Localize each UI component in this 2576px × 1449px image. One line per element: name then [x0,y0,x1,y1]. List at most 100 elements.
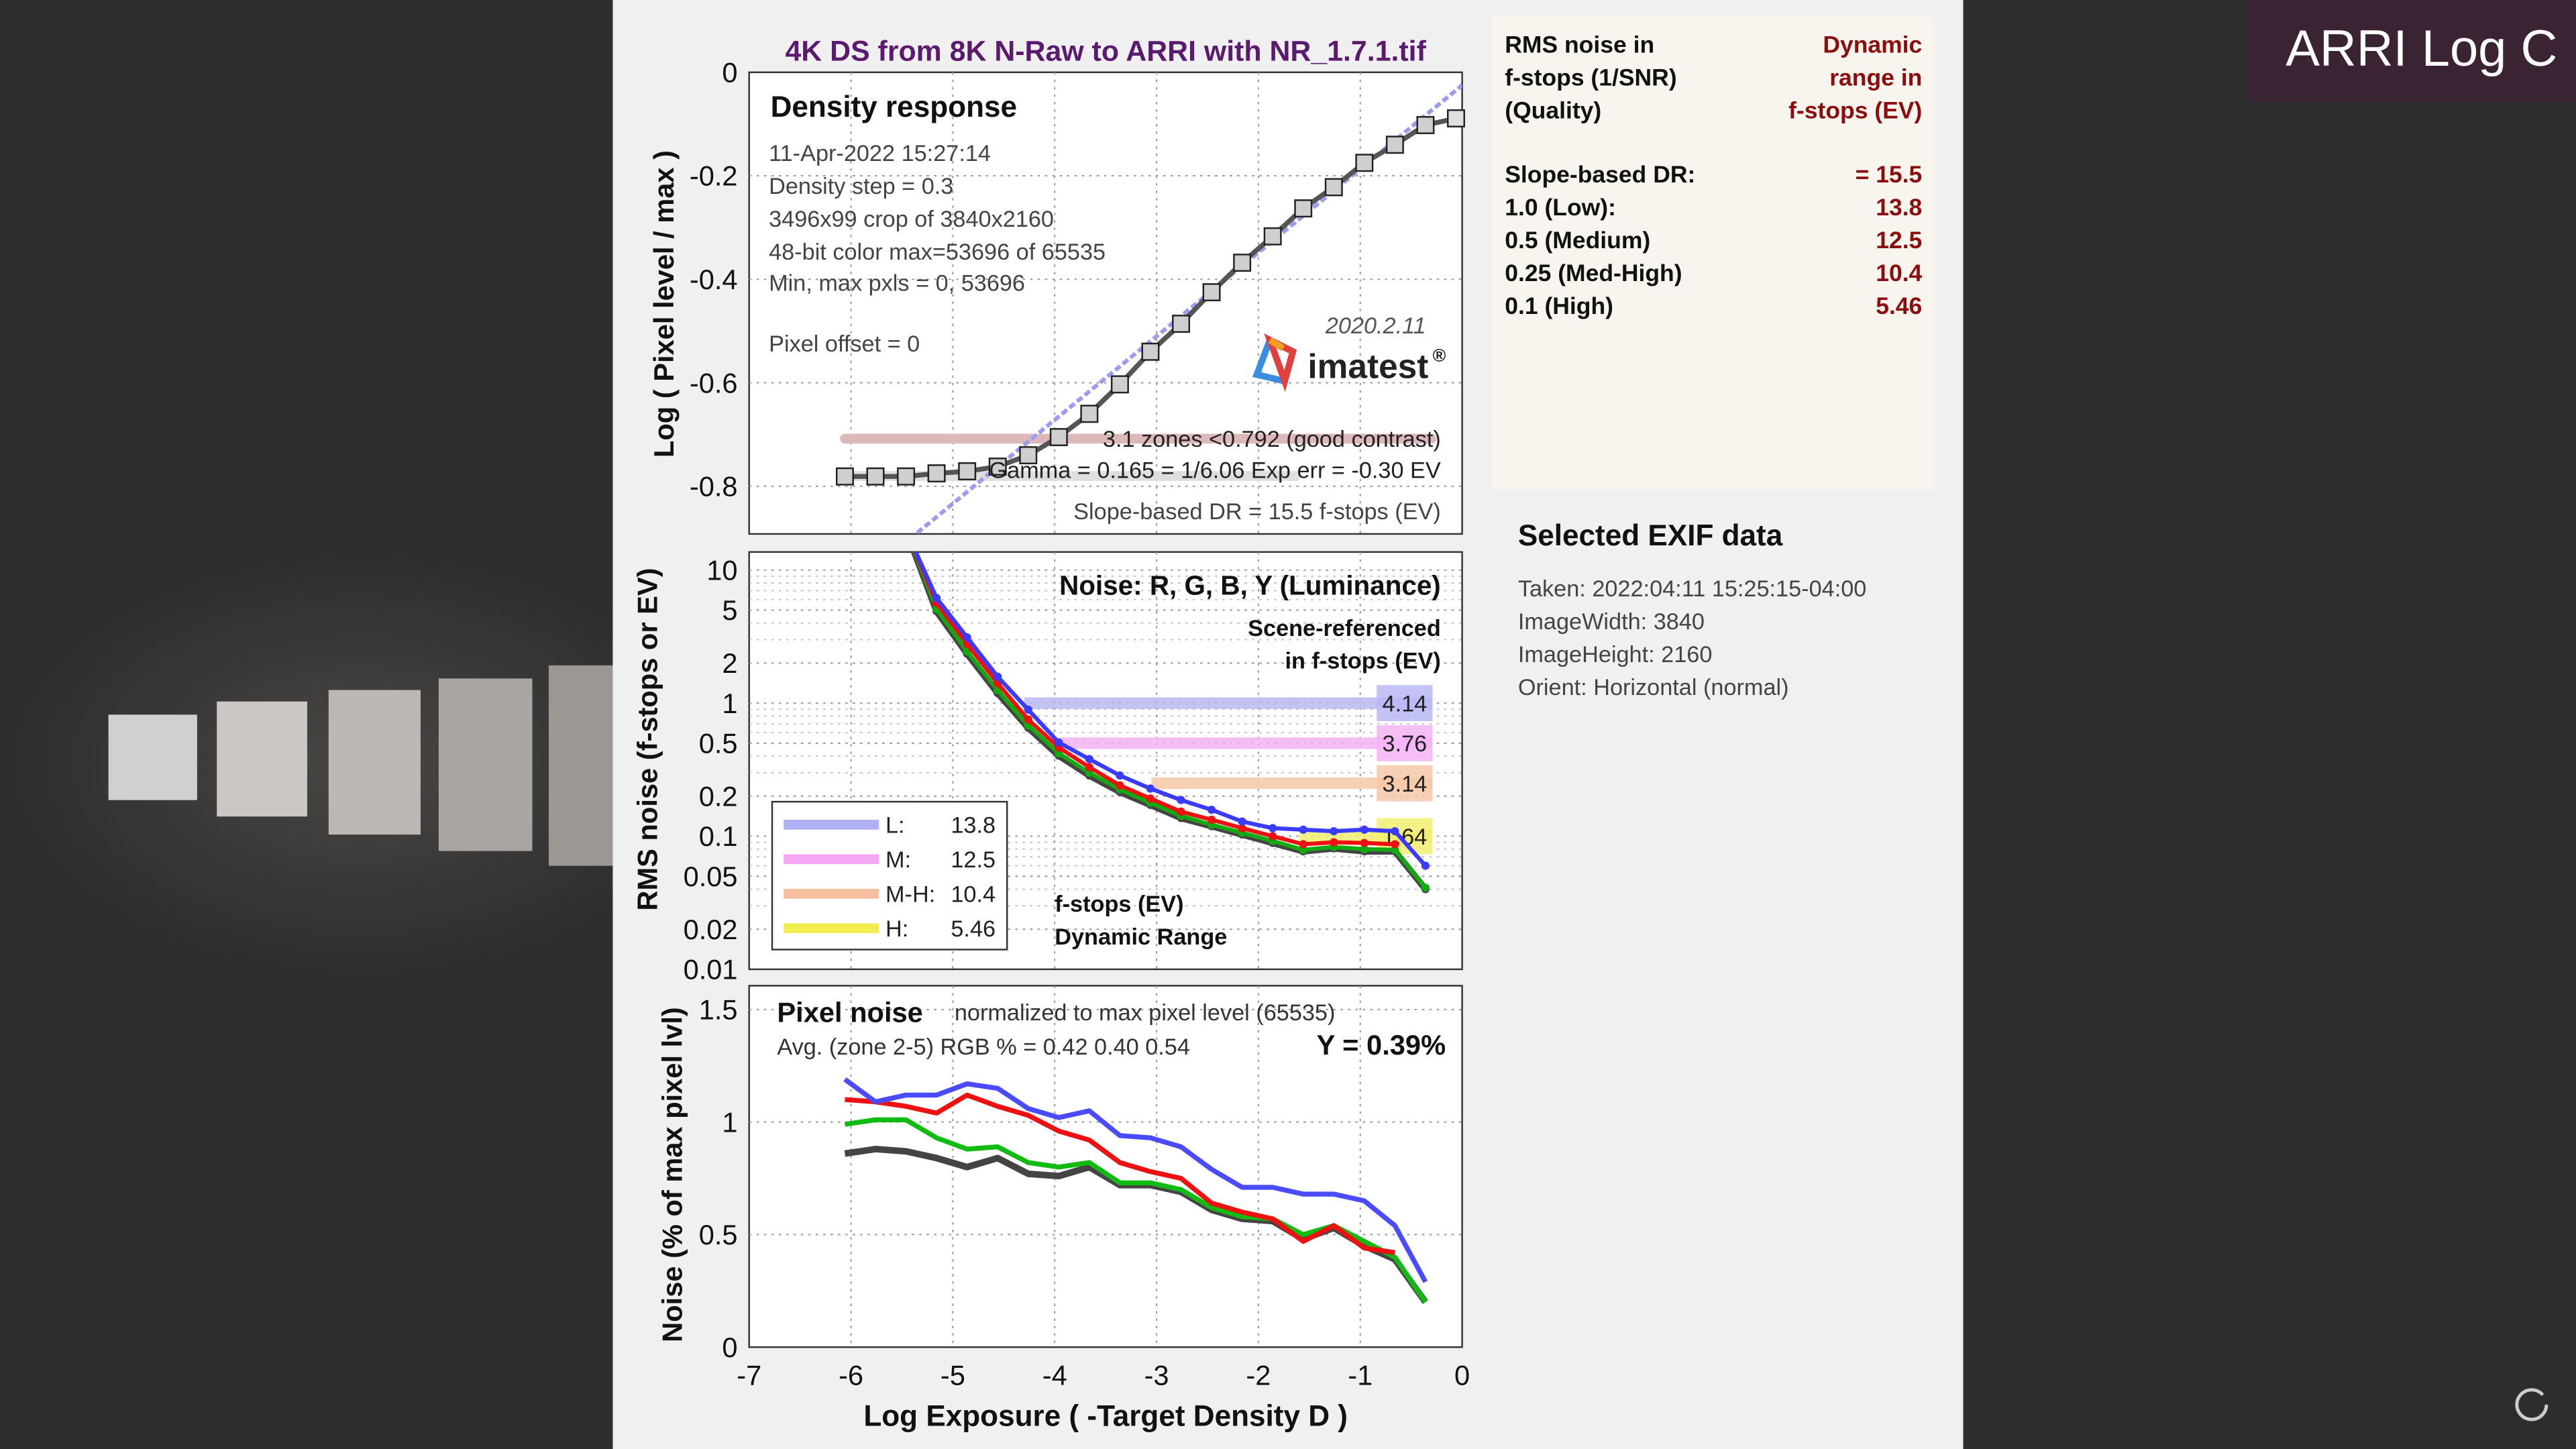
density-point [1233,254,1252,272]
noise-point [1177,807,1185,816]
imatest-logo: 2020.2.11 imatest ® [1252,313,1446,392]
y-tick-label: -0.8 [690,471,738,502]
y-tick-label: 0.5 [699,728,738,759]
noise-point [1024,705,1032,714]
threshold-label: 3.14 [1383,771,1428,797]
noise-point [994,672,1002,681]
zones-text: 3.1 zones <0.792 (good contrast) [1103,427,1441,452]
y-tick-label: -0.2 [690,160,738,192]
x-tick-label: -4 [1042,1359,1067,1391]
summary-table: RMS noise in f-stops (1/SNR) (Quality) Dyna… [1505,31,1922,319]
axis-labels: 0-0.2-0.4-0.6-0.8105210.50.20.10.050.020… [684,56,1470,1391]
threshold-label-bg [1377,724,1433,761]
density-point [1416,115,1435,134]
noise-point [1391,840,1399,849]
report-title: 4K DS from 8K N-Raw to ARRI with NR_1.7.… [785,36,1426,68]
density-point [1049,428,1068,447]
noise-point [1421,883,1430,892]
noise-point [1360,845,1368,853]
x-tick-label: -7 [737,1359,761,1391]
noise-point [1269,832,1277,841]
density-point [1447,109,1465,127]
density-point [1324,178,1343,197]
noise-legend: L: 13.8 M: 12.5 M-H: 10.4 H: 5.46 [771,800,1008,951]
density-point [866,467,885,486]
density-plot-area [748,71,1463,535]
x-axis-label: Log Exposure ( -Target Density D ) [863,1400,1348,1433]
noise-point [1421,861,1430,870]
patch [328,690,421,835]
density-annotation: 11-Apr-2022 15:27:14 [769,141,991,166]
exif-line: Taken: 2022:04:11 15:25:15-04:00 [1518,576,1867,602]
summary-row-value: 13.8 [1876,194,1922,221]
noise-point [1207,815,1216,824]
noise-series-2 [912,551,1428,890]
density-point [1294,199,1313,218]
noise-point [1330,826,1338,836]
x-tick-label: -3 [1144,1359,1169,1391]
y-tick-label: 0.01 [684,954,738,985]
y-tick-label: 2 [722,647,737,679]
density-y-label: Log ( Pixel level / max ) [648,150,680,458]
legend-value: 5.46 [951,916,996,942]
density-annotation: Min, max pxls = 0, 53696 [769,270,1025,296]
noise-point [1024,715,1032,724]
summary-row-label: Slope-based DR: [1505,161,1695,188]
threshold-label-bg [1377,685,1433,722]
noise-point [1085,755,1093,763]
threshold-label: 4.14 [1383,691,1428,716]
summary-header-left: RMS noise in [1505,31,1654,58]
summary-box [1491,16,1935,490]
exif-line: ImageWidth: 3840 [1518,609,1705,635]
summary-row-value: 10.4 [1876,260,1922,286]
x-tick-label: -1 [1348,1359,1373,1391]
legend-key: L: [885,813,905,839]
noise-subtitle-2: in f-stops (EV) [1285,649,1441,674]
patch [438,678,533,851]
y-tick-label: 0 [722,56,737,88]
y-tick-label: 1 [722,688,737,719]
summary-row-label: 0.1 (High) [1505,292,1613,319]
summary-header-right: Dynamic [1823,31,1922,58]
logo-mark: ® [1433,345,1446,366]
patch [108,714,197,800]
patch [548,665,613,866]
noise-point [1269,824,1277,833]
density-point [1263,227,1282,246]
noise-point [1299,825,1307,834]
legend-key: H: [885,916,908,942]
density-point [897,467,916,486]
overlay-badge [2247,0,2576,102]
summary-row-label: 0.5 (Medium) [1505,227,1650,254]
y-tick-label: 0.02 [684,914,738,945]
pixel-noise-avg: Avg. (zone 2-5) RGB % = 0.42 0.40 0.54 [777,1034,1190,1060]
noise-point [1238,817,1246,826]
density-title: Density response [771,91,1017,123]
density-point [1080,405,1099,423]
noise-point [1177,796,1185,804]
exif-line: ImageHeight: 2160 [1518,642,1713,667]
density-point [835,467,854,486]
x-tick-label: 0 [1454,1359,1470,1391]
noise-subtitle-1: Scene-referenced [1248,616,1441,641]
y-tick-label: 0.05 [684,861,738,892]
noise-point [963,633,971,642]
imatest-logo-icon [1252,333,1297,392]
noise-point [1391,826,1399,836]
dr-label-1: f-stops (EV) [1055,892,1183,917]
legend-key: M: [885,847,911,873]
noise-point [1085,763,1093,771]
y-tick-label: 10 [706,554,737,586]
video-background-patches [0,550,723,978]
pixel-noise-y: Y = 0.39% [1317,1029,1446,1061]
threshold-label: 3.76 [1383,731,1428,757]
noise-point [1360,825,1368,834]
slope-dr-text: Slope-based DR = 15.5 f-stops (EV) [1073,499,1441,525]
x-tick-label: -5 [941,1359,965,1391]
x-tick-label: -2 [1246,1359,1271,1391]
exif-title: Selected EXIF data [1518,519,1783,552]
y-tick-label: -0.4 [690,264,738,295]
density-point [1355,154,1374,172]
y-tick-label: 0.2 [699,781,738,812]
